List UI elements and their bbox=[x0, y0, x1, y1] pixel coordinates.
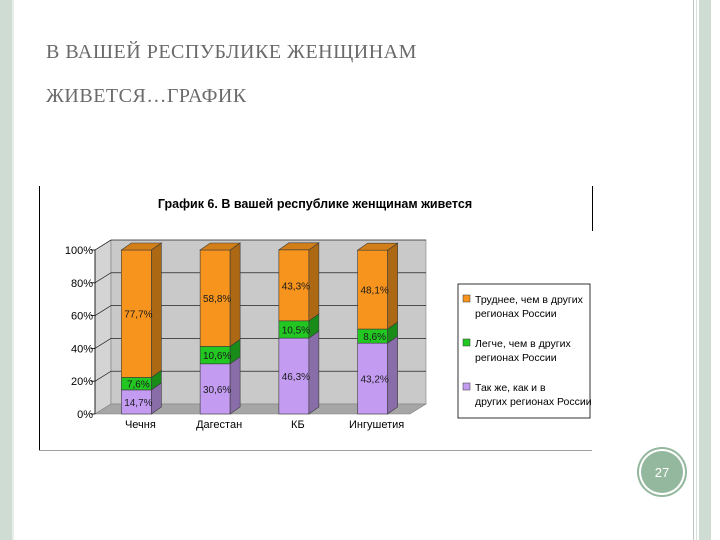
data-label: 30,6% bbox=[203, 385, 231, 396]
gridline-side bbox=[94, 305, 112, 316]
data-label: 10,5% bbox=[282, 325, 310, 336]
data-label: 77,7% bbox=[124, 310, 152, 321]
plot-side-wall bbox=[94, 239, 112, 415]
bar-segment bbox=[121, 389, 152, 415]
bar-segment-side bbox=[229, 356, 241, 415]
y-tick-label: 0% bbox=[77, 409, 93, 421]
x-tick-label: Дагестан bbox=[196, 419, 242, 431]
bar-segment-side bbox=[229, 242, 241, 348]
stacked-bar-chart: График 6. В вашей республике женщинам жи… bbox=[65, 197, 592, 431]
data-label: 43,2% bbox=[360, 375, 388, 386]
slide-title-line-2: ЖИВЕТСЯ…ГРАФИК bbox=[46, 85, 247, 107]
legend-swatch bbox=[462, 294, 471, 303]
slide-title: В ВАШЕЙ РЕСПУБЛИКЕ ЖЕНЩИНАМ ЖИВЕТСЯ…ГРАФ… bbox=[46, 30, 666, 118]
bar-segment bbox=[357, 249, 388, 330]
frame-right-line-2 bbox=[696, 0, 697, 540]
frame-right-band bbox=[699, 0, 711, 540]
bar-top bbox=[356, 242, 399, 251]
data-label: 7,6% bbox=[127, 380, 150, 391]
y-tick-label: 100% bbox=[65, 245, 93, 257]
slide-title-line-1: В ВАШЕЙ РЕСПУБЛИКЕ ЖЕНЩИНАМ bbox=[46, 41, 417, 63]
bar-segment-side bbox=[387, 335, 398, 415]
bar-segment-side bbox=[387, 242, 398, 330]
bar-segment-side bbox=[308, 330, 320, 415]
bar-segment-side bbox=[151, 242, 162, 379]
bar-top bbox=[199, 242, 242, 251]
legend-swatch bbox=[462, 338, 471, 347]
data-label: 58,8% bbox=[203, 294, 231, 305]
data-label: 43,3% bbox=[282, 281, 310, 292]
chart-title: График 6. В вашей республике женщинам жи… bbox=[158, 197, 472, 211]
bar-segment bbox=[278, 337, 310, 415]
data-label: 48,1% bbox=[360, 286, 388, 297]
gridline-side bbox=[94, 239, 112, 251]
x-tick-label: КБ bbox=[291, 419, 305, 431]
y-tick-label: 80% bbox=[71, 278, 93, 290]
x-tick-label: Ингушетия bbox=[349, 419, 404, 431]
y-tick-label: 20% bbox=[71, 376, 93, 388]
chart-container: График 6. В вашей республике женщинам жи… bbox=[39, 186, 593, 451]
bar-segment bbox=[357, 342, 388, 415]
data-label: 14,7% bbox=[124, 398, 152, 409]
frame-right-line bbox=[693, 0, 694, 540]
legend-entry-label: Легче, чем в других регионах России bbox=[475, 338, 571, 364]
data-label: 46,3% bbox=[282, 372, 310, 383]
legend-swatch bbox=[462, 382, 471, 391]
legend-box bbox=[457, 283, 591, 419]
gridline-side bbox=[94, 370, 112, 382]
bar-segment bbox=[199, 249, 231, 347]
data-label: 10,6% bbox=[203, 351, 231, 362]
frame-left-band bbox=[0, 0, 12, 540]
gridline-side bbox=[94, 272, 112, 284]
legend-entry-label: Так же, как и в других регионах России bbox=[475, 382, 592, 408]
gridline-side bbox=[94, 338, 112, 349]
y-tick-label: 60% bbox=[71, 311, 93, 323]
bar-top bbox=[120, 242, 163, 251]
bar-segment bbox=[278, 249, 310, 322]
page-number-badge: 27 bbox=[641, 451, 683, 493]
bar-segment-side bbox=[308, 242, 320, 322]
legend-entry-label: Труднее, чем в других регионах России bbox=[475, 294, 584, 320]
bar-segment bbox=[121, 249, 152, 378]
y-tick-label: 40% bbox=[71, 343, 93, 355]
page-number: 27 bbox=[654, 464, 670, 480]
frame-left-line bbox=[12, 0, 14, 540]
data-label: 8,6% bbox=[363, 332, 386, 343]
x-tick-label: Чечня bbox=[125, 419, 156, 431]
bar-top bbox=[277, 242, 320, 251]
